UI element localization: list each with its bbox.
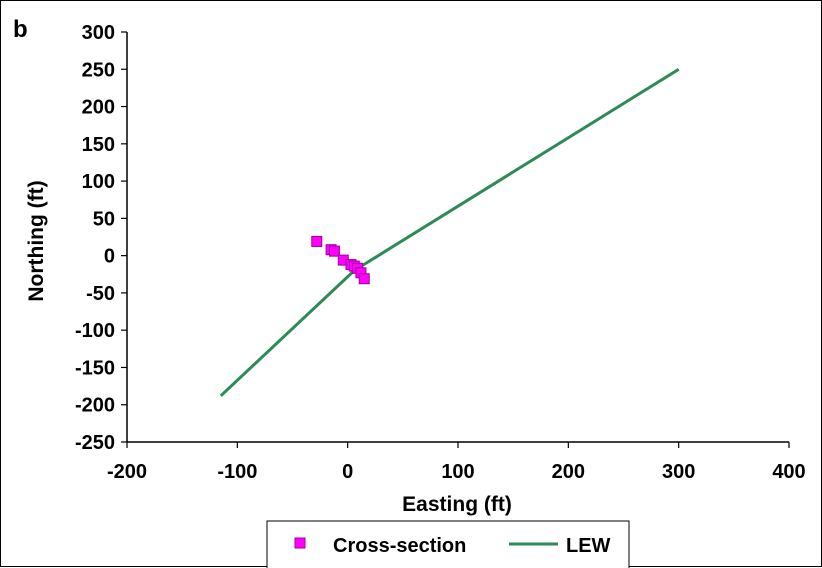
y-tick-label: 0 <box>104 246 115 268</box>
x-axis-title: Easting (ft) <box>402 493 512 516</box>
y-tick-label: -150 <box>75 357 115 379</box>
x-tick-label: 0 <box>342 461 353 483</box>
x-tick-label: -200 <box>107 461 147 483</box>
y-tick-label: -50 <box>86 283 115 305</box>
x-tick-label: 400 <box>772 461 805 483</box>
y-tick-label: -100 <box>75 320 115 342</box>
series-line-lew <box>219 68 680 397</box>
y-tick-label: 150 <box>82 134 115 156</box>
data-series <box>219 68 680 397</box>
x-tick-label: 100 <box>441 461 474 483</box>
y-tick-label: 200 <box>82 97 115 119</box>
legend-label-lew: LEW <box>566 535 611 557</box>
legend-marker-cross-section <box>294 537 306 549</box>
y-tick-label: 100 <box>82 171 115 193</box>
x-tick-label: 300 <box>662 461 695 483</box>
data-point-cross-section <box>311 235 323 247</box>
y-tick-label: 300 <box>82 22 115 44</box>
data-point-cross-section <box>328 245 340 257</box>
y-axis-title: Northing (ft) <box>25 180 48 301</box>
y-tick-label: 50 <box>93 208 115 230</box>
panel-label: b <box>13 16 28 43</box>
legend-label-cross-section: Cross-section <box>333 535 466 557</box>
x-tick-label: -100 <box>217 461 257 483</box>
x-tick-label: 200 <box>552 461 585 483</box>
y-tick-label: -250 <box>75 432 115 454</box>
y-tick-label: -200 <box>75 395 115 417</box>
axes <box>121 31 790 448</box>
legend-box <box>266 520 630 568</box>
y-tick-label: 250 <box>82 59 115 81</box>
data-point-cross-section <box>358 273 370 285</box>
legend: Cross-section LEW <box>266 520 630 568</box>
tick-labels: 300 250 200 150 100 50 0 -50 -100 -150 -200 -250 -20… <box>75 22 806 483</box>
